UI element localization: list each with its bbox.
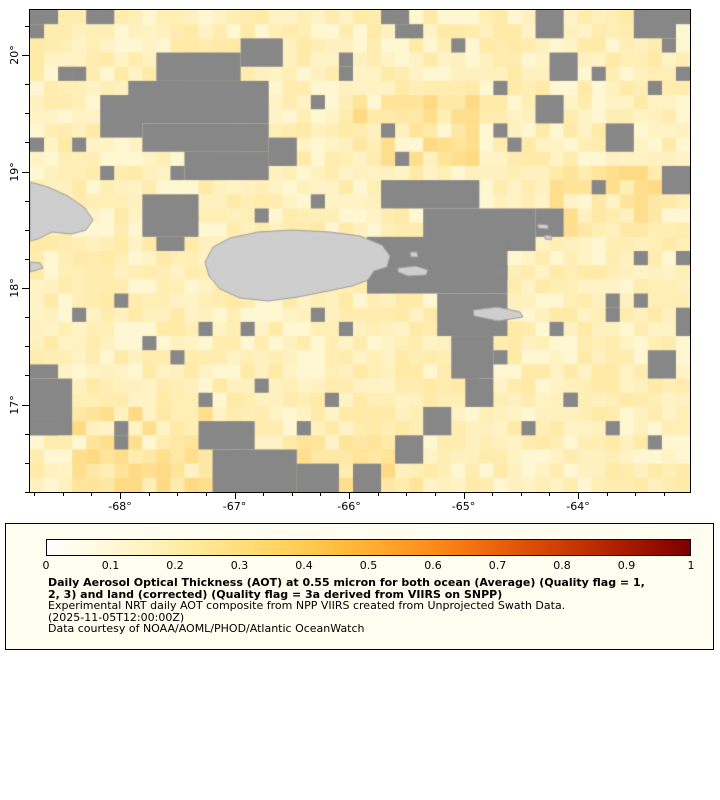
lat-tick-label: 19° bbox=[7, 161, 21, 182]
lat-major-tick bbox=[22, 404, 29, 406]
map-plot-frame bbox=[29, 9, 691, 493]
lon-minor-tick bbox=[520, 493, 522, 496]
lon-minor-tick bbox=[263, 493, 265, 496]
lon-minor-tick bbox=[91, 493, 93, 496]
colorbar-tick-label: 0.3 bbox=[230, 559, 249, 572]
lon-major-tick bbox=[120, 493, 121, 499]
lon-tick-label: -64° bbox=[566, 500, 590, 513]
lon-tick-label: -68° bbox=[108, 500, 132, 513]
lon-minor-tick bbox=[148, 493, 150, 496]
legend-description: Experimental NRT daily AOT composite fro… bbox=[48, 599, 566, 613]
lon-minor-tick bbox=[492, 493, 494, 496]
legend-text-block: Daily Aerosol Optical Thickness (AOT) at… bbox=[48, 577, 645, 635]
lon-minor-tick bbox=[34, 493, 36, 496]
lon-minor-tick bbox=[635, 493, 637, 496]
lat-tick-label: 17° bbox=[7, 394, 21, 415]
colorbar-gradient bbox=[46, 539, 691, 556]
lon-minor-tick bbox=[377, 493, 379, 496]
legend-credit: Data courtesy of NOAA/AOML/PHOD/Atlantic… bbox=[48, 622, 365, 636]
lat-tick-label: 18° bbox=[7, 278, 21, 298]
legend-panel: 0 0.1 0.2 0.3 0.4 0.5 0.6 0.7 0.8 0.9 1 Daily Aero… bbox=[5, 523, 714, 650]
lat-major-tick bbox=[22, 171, 29, 173]
lon-tick-label: -67° bbox=[222, 500, 247, 513]
colorbar-tick-label: 0.7 bbox=[488, 559, 507, 572]
lat-major-tick bbox=[22, 288, 29, 290]
lon-tick-label: -66° bbox=[337, 500, 361, 513]
colorbar-scale: 0 0.1 0.2 0.3 0.4 0.5 0.6 0.7 0.8 0.9 1 bbox=[6, 524, 713, 649]
colorbar-tick-label: 0.2 bbox=[166, 559, 184, 572]
legend-title-line2: 2, 3) and land (corrected) (Quality flag… bbox=[48, 587, 503, 601]
lon-minor-tick bbox=[291, 493, 293, 496]
colorbar-tick-label: 1 bbox=[687, 559, 695, 572]
colorbar-tick-label: 0.5 bbox=[359, 559, 378, 572]
lon-minor-tick bbox=[320, 493, 322, 496]
colorbar-tick-label: 0.1 bbox=[101, 559, 120, 572]
aot-raster-map bbox=[30, 10, 690, 492]
legend-title-line1: Daily Aerosol Optical Thickness (AOT) at… bbox=[48, 576, 645, 589]
lon-minor-tick bbox=[606, 493, 608, 496]
lat-tick-label: 20° bbox=[7, 45, 21, 65]
lon-minor-tick bbox=[549, 493, 551, 496]
colorbar-tick-label: 0.6 bbox=[424, 559, 442, 572]
colorbar-tick-label: 0.4 bbox=[295, 559, 313, 572]
lon-minor-tick bbox=[205, 493, 207, 496]
lon-minor-tick bbox=[177, 493, 179, 496]
lon-tick-label: -65° bbox=[451, 500, 476, 513]
lon-major-tick bbox=[349, 493, 350, 499]
lon-minor-tick bbox=[434, 493, 436, 496]
lon-major-tick bbox=[234, 493, 236, 499]
lon-major-tick bbox=[463, 493, 465, 499]
legend-timestamp: (2025-11-05T12:00:00Z) bbox=[48, 610, 185, 624]
colorbar-tick-label: 0.9 bbox=[617, 559, 636, 572]
lat-major-tick bbox=[22, 54, 29, 56]
lon-major-tick bbox=[578, 493, 579, 499]
lon-minor-tick bbox=[62, 493, 64, 496]
colorbar-tick-label: 0.8 bbox=[553, 559, 571, 572]
lon-minor-tick bbox=[406, 493, 408, 496]
colorbar-tick-label: 0 bbox=[42, 559, 50, 572]
lon-minor-tick bbox=[663, 493, 665, 496]
